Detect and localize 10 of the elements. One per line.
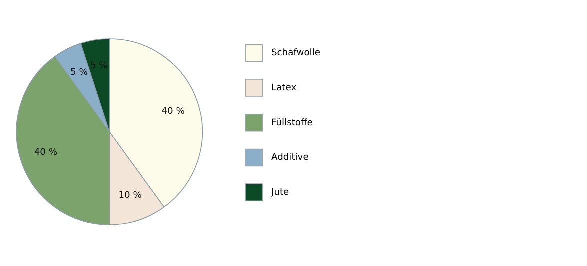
data-label: 5 %	[90, 61, 108, 72]
legend-label: Schafwolle	[272, 48, 321, 59]
data-label: 40 %	[162, 106, 186, 117]
legend-label: Füllstoffe	[272, 118, 314, 128]
legend-label: Latex	[272, 83, 298, 94]
legend-label: Jute	[270, 188, 290, 198]
data-label: 5 %	[70, 68, 88, 78]
legend-label: Additive	[272, 153, 310, 164]
data-label: 10 %	[118, 191, 142, 202]
data-label: 40 %	[34, 148, 58, 158]
